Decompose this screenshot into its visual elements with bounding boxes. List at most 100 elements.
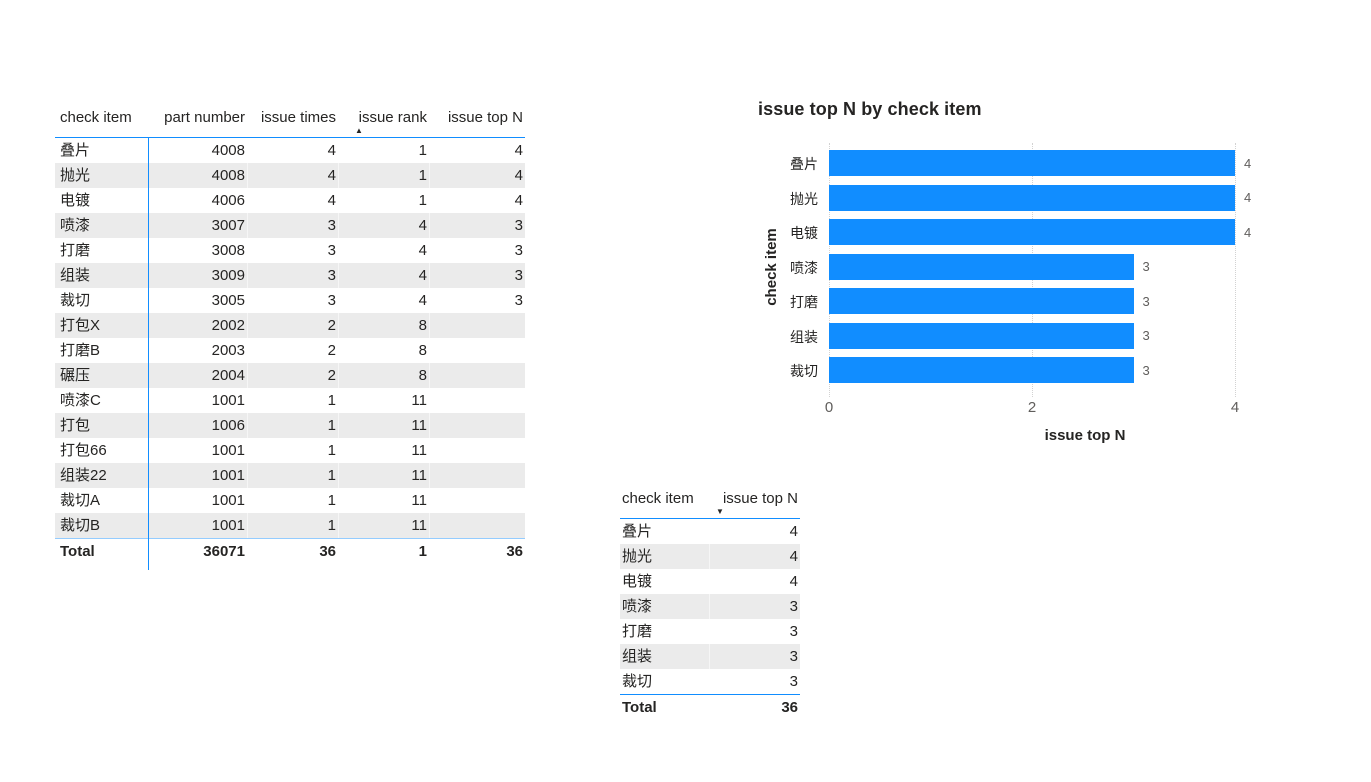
cell-value[interactable]: 3008 bbox=[211, 242, 245, 259]
sort-ascending-icon[interactable]: ▲ bbox=[355, 126, 363, 135]
table-row[interactable]: 组装22 1001 1 11 bbox=[55, 463, 525, 488]
cell-check-item[interactable]: 抛光 bbox=[60, 167, 91, 184]
cell-value[interactable]: 1 bbox=[247, 513, 338, 538]
table-row[interactable]: 电镀 4 bbox=[620, 569, 800, 594]
cell-value[interactable]: 3 bbox=[247, 263, 338, 288]
bar-裁切[interactable] bbox=[829, 357, 1134, 383]
cell-value[interactable]: 4008 bbox=[148, 163, 247, 188]
cell-value[interactable]: 4006 bbox=[211, 192, 245, 209]
cell-value[interactable]: 3 bbox=[789, 673, 798, 690]
cell-value[interactable]: 11 bbox=[338, 413, 429, 438]
table-row[interactable]: 喷漆 3 bbox=[620, 594, 800, 619]
cell-value[interactable]: 4 bbox=[418, 242, 427, 259]
cell-check-item[interactable]: 喷漆 bbox=[622, 598, 653, 615]
cell-value[interactable] bbox=[429, 438, 525, 463]
cell-value[interactable]: 1001 bbox=[148, 513, 247, 538]
col-header-check-item[interactable]: check item bbox=[60, 109, 132, 126]
cell-value[interactable]: 4 bbox=[789, 573, 798, 590]
cell-value[interactable]: 4 bbox=[429, 163, 525, 188]
cell-value[interactable]: 4 bbox=[514, 142, 523, 159]
bar-抛光[interactable] bbox=[829, 184, 1235, 211]
table-row[interactable]: 组装 3 bbox=[620, 644, 800, 669]
bar-电镀[interactable] bbox=[829, 219, 1235, 245]
cell-check-item[interactable]: 碾压 bbox=[60, 367, 91, 384]
cell-value[interactable]: 3 bbox=[514, 292, 523, 309]
cell-value[interactable]: 3 bbox=[429, 263, 525, 288]
cell-value[interactable]: 11 bbox=[411, 492, 427, 509]
cell-value[interactable]: 11 bbox=[411, 392, 427, 409]
table-row[interactable]: 抛光 4 bbox=[620, 544, 800, 569]
cell-value[interactable]: 3 bbox=[709, 644, 800, 669]
cell-value[interactable]: 4 bbox=[247, 163, 338, 188]
cell-value[interactable]: 1001 bbox=[211, 442, 245, 459]
table-row[interactable]: 电镀 4006 4 1 4 bbox=[55, 188, 525, 213]
cell-value[interactable]: 1006 bbox=[148, 413, 247, 438]
table-row[interactable]: 叠片 4 bbox=[620, 519, 800, 544]
cell-value[interactable]: 3007 bbox=[148, 213, 247, 238]
cell-value[interactable]: 4 bbox=[789, 523, 798, 540]
cell-check-item[interactable]: 裁切A bbox=[60, 492, 101, 509]
table-row[interactable]: 喷漆 3007 3 4 3 bbox=[55, 213, 525, 238]
table-row[interactable]: 裁切A 1001 1 11 bbox=[55, 488, 525, 513]
cell-value[interactable] bbox=[429, 313, 525, 338]
cell-check-item[interactable]: 喷漆C bbox=[60, 392, 101, 409]
cell-value[interactable]: 3 bbox=[327, 292, 336, 309]
col-header-part-number[interactable]: part number bbox=[164, 109, 245, 126]
table-row[interactable]: 打包X 2002 2 8 bbox=[55, 313, 525, 338]
table-row[interactable]: 碾压 2004 2 8 bbox=[55, 363, 525, 388]
cell-value[interactable]: 4 bbox=[327, 192, 336, 209]
cell-value[interactable]: 4 bbox=[327, 142, 336, 159]
cell-value[interactable]: 4008 bbox=[211, 142, 245, 159]
cell-value[interactable]: 2004 bbox=[148, 363, 247, 388]
table-row[interactable]: 打包66 1001 1 11 bbox=[55, 438, 525, 463]
cell-value[interactable] bbox=[429, 413, 525, 438]
cell-check-item[interactable]: 电镀 bbox=[622, 573, 653, 590]
cell-value[interactable]: 2 bbox=[247, 363, 338, 388]
cell-value[interactable]: 4 bbox=[418, 292, 427, 309]
col-header-issue-top-n[interactable]: issue top N bbox=[447, 109, 523, 126]
col-header-issue-times[interactable]: issue times bbox=[260, 109, 336, 126]
cell-value[interactable]: 11 bbox=[338, 463, 429, 488]
bar-组装[interactable] bbox=[829, 322, 1134, 349]
cell-value[interactable]: 3 bbox=[327, 242, 336, 259]
cell-value[interactable]: 2003 bbox=[211, 342, 245, 359]
col-header-issue-top-n[interactable]: issue top N bbox=[722, 490, 798, 507]
cell-value[interactable]: 11 bbox=[338, 513, 429, 538]
cell-value[interactable]: 3005 bbox=[211, 292, 245, 309]
bar-喷漆[interactable] bbox=[829, 253, 1134, 280]
table-row[interactable]: 打磨 3008 3 4 3 bbox=[55, 238, 525, 263]
table-row[interactable]: 抛光 4008 4 1 4 bbox=[55, 163, 525, 188]
cell-check-item[interactable]: 打磨 bbox=[60, 242, 91, 259]
cell-value[interactable]: 4 bbox=[709, 544, 800, 569]
cell-value[interactable]: 11 bbox=[411, 442, 427, 459]
cell-value[interactable]: 3009 bbox=[148, 263, 247, 288]
cell-check-item[interactable]: 裁切 bbox=[622, 673, 653, 690]
table-row[interactable]: 组装 3009 3 4 3 bbox=[55, 263, 525, 288]
cell-value[interactable] bbox=[429, 463, 525, 488]
cell-check-item[interactable]: 打磨B bbox=[60, 342, 101, 359]
cell-value[interactable]: 1 bbox=[327, 442, 336, 459]
table-row[interactable]: 打磨 3 bbox=[620, 619, 800, 644]
table-row[interactable]: 打磨B 2003 2 8 bbox=[55, 338, 525, 363]
cell-value[interactable]: 8 bbox=[338, 363, 429, 388]
cell-value[interactable]: 3 bbox=[429, 213, 525, 238]
cell-check-item[interactable]: 打包 bbox=[60, 417, 91, 434]
cell-value[interactable]: 1 bbox=[418, 192, 427, 209]
cell-check-item[interactable]: 抛光 bbox=[622, 548, 653, 565]
cell-check-item[interactable]: 打包66 bbox=[60, 442, 107, 459]
cell-check-item[interactable]: 喷漆 bbox=[60, 217, 91, 234]
cell-value[interactable]: 1 bbox=[247, 463, 338, 488]
cell-value[interactable]: 1 bbox=[327, 392, 336, 409]
col-header-check-item[interactable]: check item bbox=[622, 490, 694, 507]
table-row[interactable]: 裁切B 1001 1 11 bbox=[55, 513, 525, 538]
cell-value[interactable] bbox=[429, 488, 525, 513]
cell-value[interactable] bbox=[429, 338, 525, 363]
cell-value[interactable]: 4 bbox=[514, 192, 523, 209]
cell-value[interactable]: 4 bbox=[338, 213, 429, 238]
cell-value[interactable]: 8 bbox=[418, 342, 427, 359]
cell-check-item[interactable]: 组装22 bbox=[60, 467, 107, 484]
cell-value[interactable]: 8 bbox=[338, 313, 429, 338]
col-header-issue-rank[interactable]: issue rank bbox=[358, 109, 427, 126]
cell-check-item[interactable]: 裁切 bbox=[60, 292, 91, 309]
cell-value[interactable]: 3 bbox=[789, 623, 798, 640]
